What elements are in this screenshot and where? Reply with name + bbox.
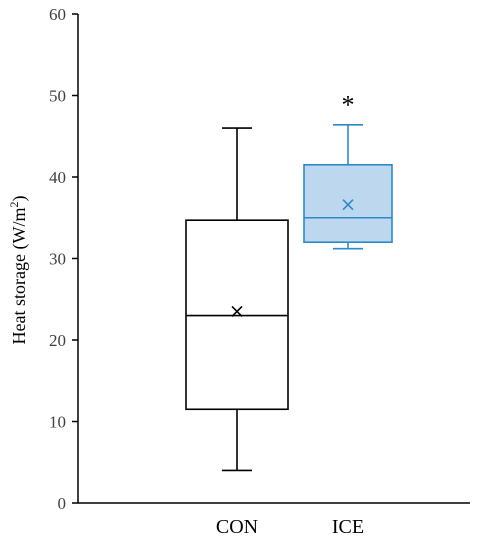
boxes bbox=[185, 124, 393, 472]
y-tick-label-0: 0 bbox=[58, 494, 67, 513]
y-axis-title-end: ) bbox=[9, 196, 30, 202]
box-con bbox=[185, 127, 289, 472]
y-tick-label-50: 50 bbox=[49, 87, 66, 106]
significance-asterisk: * bbox=[342, 91, 355, 120]
x-category-label-con: CON bbox=[216, 516, 258, 538]
y-axis-title-superscript: 2 bbox=[7, 202, 21, 208]
axes: 0 10 20 30 40 50 60 bbox=[49, 5, 470, 513]
x-category-label-ice: ICE bbox=[332, 516, 364, 538]
y-tick-label-20: 20 bbox=[49, 331, 66, 350]
iqr-box bbox=[303, 163, 393, 243]
labels: CON ICE * bbox=[216, 91, 364, 539]
y-tick-label-60: 60 bbox=[49, 5, 66, 24]
iqr-box bbox=[185, 219, 289, 411]
box-ice bbox=[303, 124, 393, 250]
y-axis-title-main: Heat storage (W/m bbox=[9, 208, 30, 345]
y-tick-label-10: 10 bbox=[49, 413, 66, 432]
y-tick-label-40: 40 bbox=[49, 168, 66, 187]
y-tick-label-30: 30 bbox=[49, 250, 66, 269]
mean-marker bbox=[342, 199, 354, 211]
y-axis-title: Heat storage (W/m2) bbox=[7, 196, 30, 345]
mean-marker bbox=[231, 305, 243, 318]
